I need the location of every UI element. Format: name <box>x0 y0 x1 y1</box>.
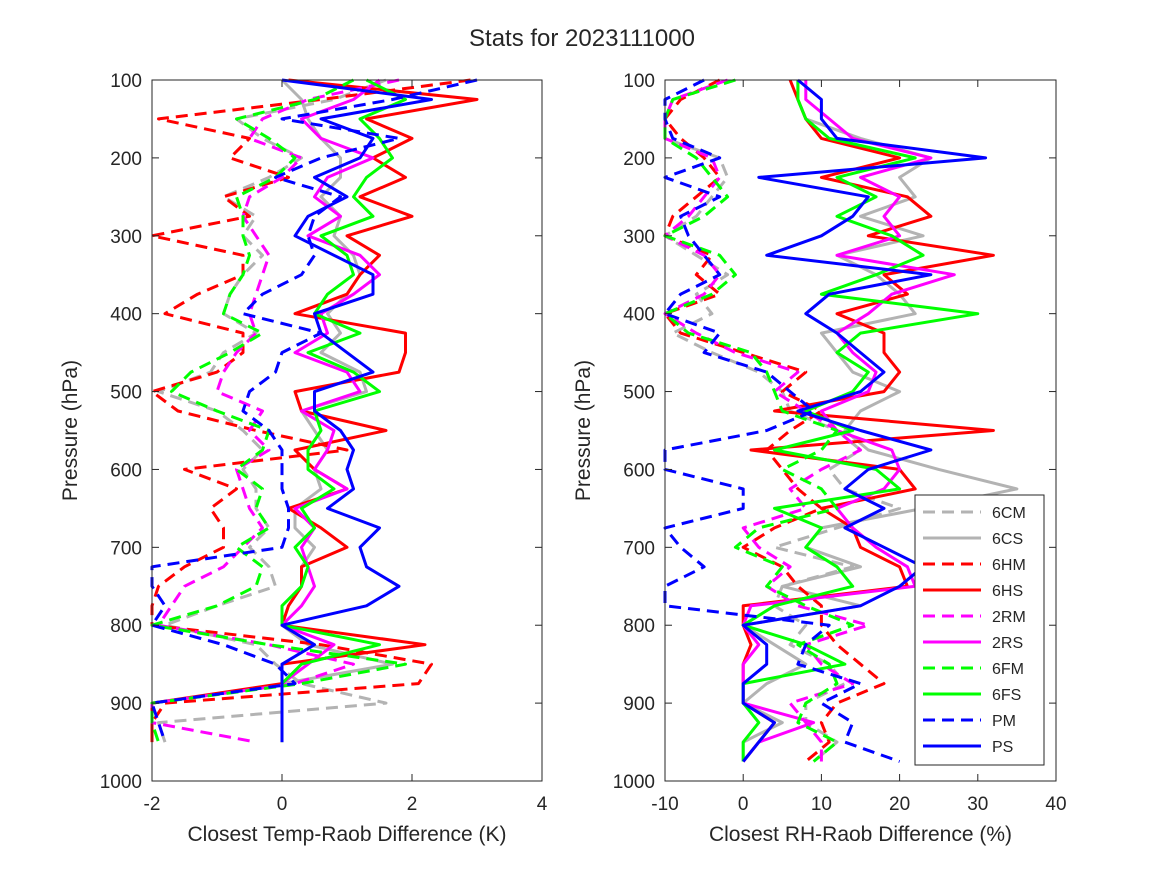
x-tick-label: 40 <box>1045 794 1066 815</box>
x-tick-label: 0 <box>738 794 749 815</box>
x-tick-label: 0 <box>277 794 288 815</box>
y-axis-label: Pressure (hPa) <box>572 360 595 501</box>
y-tick-label: 400 <box>110 305 142 326</box>
legend-box <box>914 494 1045 766</box>
series-line-6hm <box>150 78 471 743</box>
x-tick-label: 20 <box>889 794 910 815</box>
y-tick-label: 900 <box>623 694 655 715</box>
y-tick-label: 200 <box>110 149 142 170</box>
x-tick-label: 30 <box>967 794 988 815</box>
y-tick-label: 900 <box>110 694 142 715</box>
x-tick-label: -2 <box>144 794 161 815</box>
legend-label-pm: PM <box>992 713 1016 730</box>
y-tick-label: 300 <box>110 227 142 248</box>
x-axis-label: Closest Temp-Raob Difference (K) <box>187 823 506 846</box>
y-tick-label: 200 <box>623 149 655 170</box>
y-tick-label: 600 <box>623 460 655 481</box>
y-tick-label: 100 <box>623 71 655 92</box>
rh-diff-panel: -10 0 10 20 30 40 100 200 300 400 500 600 700 800 900 1… <box>572 71 1067 846</box>
x-tick-label: -10 <box>651 794 678 815</box>
y-tick-label: 400 <box>623 305 655 326</box>
x-tick-label: 4 <box>537 794 548 815</box>
legend-label-6hs: 6HS <box>992 583 1023 600</box>
temp-diff-panel: -2 0 2 4 100 200 300 400 500 600 700 800 900 1000 Clos… <box>59 71 548 846</box>
y-tick-label: 500 <box>623 383 655 404</box>
y-tick-label: 700 <box>110 538 142 559</box>
axes-box <box>151 79 543 782</box>
series-line-pm <box>150 78 478 743</box>
y-tick-label: 100 <box>110 71 142 92</box>
legend-label-6hm: 6HM <box>992 557 1026 574</box>
series-group <box>663 78 1019 763</box>
series-line-pm <box>663 78 901 763</box>
legend-label-2rm: 2RM <box>992 609 1026 626</box>
series-line-6hm <box>663 78 886 763</box>
y-tick-label: 1000 <box>100 772 142 793</box>
y-axis-label: Pressure (hPa) <box>59 360 82 501</box>
series-line-2rm <box>150 78 400 744</box>
legend-label-6fm: 6FM <box>992 661 1024 678</box>
y-tick-label: 300 <box>623 227 655 248</box>
series-line-ps <box>280 78 433 743</box>
y-tick-label: 1000 <box>613 772 655 793</box>
figure-title: Stats for 2023111000 <box>469 25 695 52</box>
series-line-ps <box>741 78 988 763</box>
legend-label-6cm: 6CM <box>992 505 1026 522</box>
legend-label-6fs: 6FS <box>992 687 1021 704</box>
axes-box <box>664 79 1057 782</box>
series-group <box>150 78 479 744</box>
y-tick-label: 700 <box>623 538 655 559</box>
legend-label-ps: PS <box>992 739 1013 756</box>
y-tick-label: 500 <box>110 383 142 404</box>
series-line-6fm <box>150 78 407 743</box>
legend-label-2rs: 2RS <box>992 635 1023 652</box>
y-tick-label: 600 <box>110 460 142 481</box>
y-tick-label: 800 <box>623 616 655 637</box>
series-line-2rs <box>280 78 381 743</box>
x-tick-label: 2 <box>407 794 418 815</box>
y-tick-label: 800 <box>110 616 142 637</box>
legend: 6CM 6CS 6HM 6HS 2RM 2RS 6FM 6FS PM PS <box>914 494 1045 766</box>
x-axis-label: Closest RH-Raob Difference (%) <box>709 823 1012 846</box>
series-line-6cs <box>741 80 1019 762</box>
legend-label-6cs: 6CS <box>992 531 1023 548</box>
x-tick-label: 10 <box>811 794 832 815</box>
